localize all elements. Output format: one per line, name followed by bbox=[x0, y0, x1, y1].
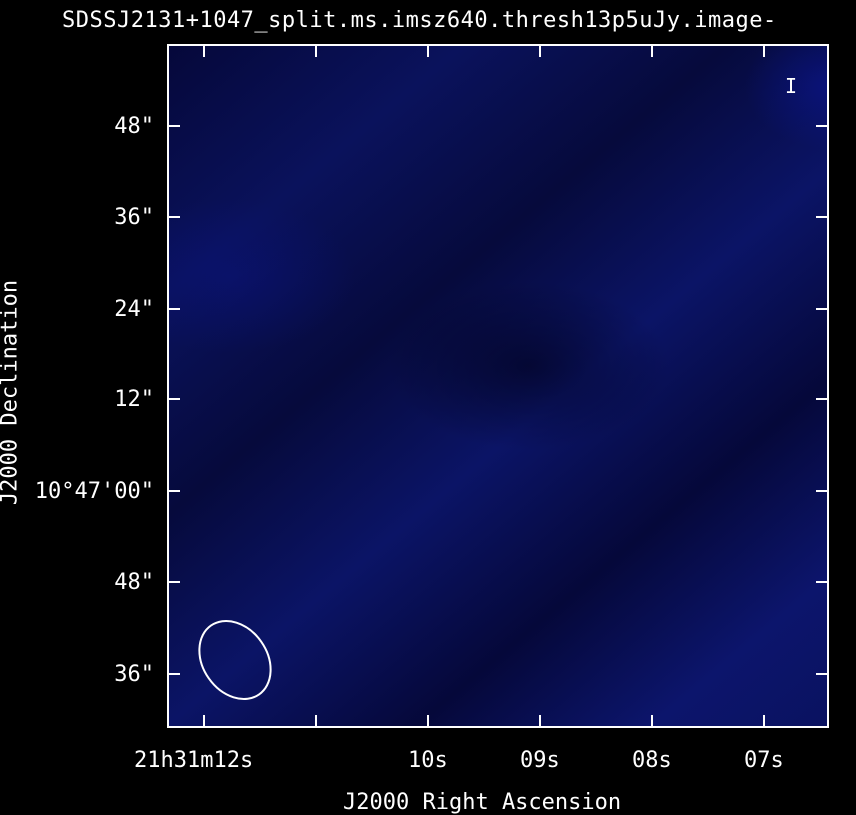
beam-ellipse bbox=[198, 620, 272, 700]
image-plot-area[interactable]: I bbox=[167, 44, 829, 728]
x-tick-label: 10s bbox=[408, 748, 448, 773]
image-title: SDSSJ2131+1047_split.ms.imsz640.thresh13… bbox=[62, 8, 777, 33]
x-tick-label: 21h31m12s bbox=[134, 748, 254, 773]
y-tick-label: 12" bbox=[114, 387, 154, 412]
y-tick-label: 36" bbox=[114, 205, 154, 230]
x-axis-label: J2000 Right Ascension bbox=[343, 790, 622, 815]
stokes-label: I bbox=[784, 74, 797, 98]
y-axis-label: J2000 Declination bbox=[0, 279, 23, 506]
x-tick-label: 08s bbox=[632, 748, 672, 773]
x-tick-label: 07s bbox=[744, 748, 784, 773]
x-tick-label: 09s bbox=[520, 748, 560, 773]
y-tick-label: 36" bbox=[114, 662, 154, 687]
y-tick-label: 10°47'00" bbox=[34, 479, 154, 504]
y-tick-label: 48" bbox=[114, 114, 154, 139]
y-tick-label: 24" bbox=[114, 297, 154, 322]
y-tick-label: 48" bbox=[114, 570, 154, 595]
